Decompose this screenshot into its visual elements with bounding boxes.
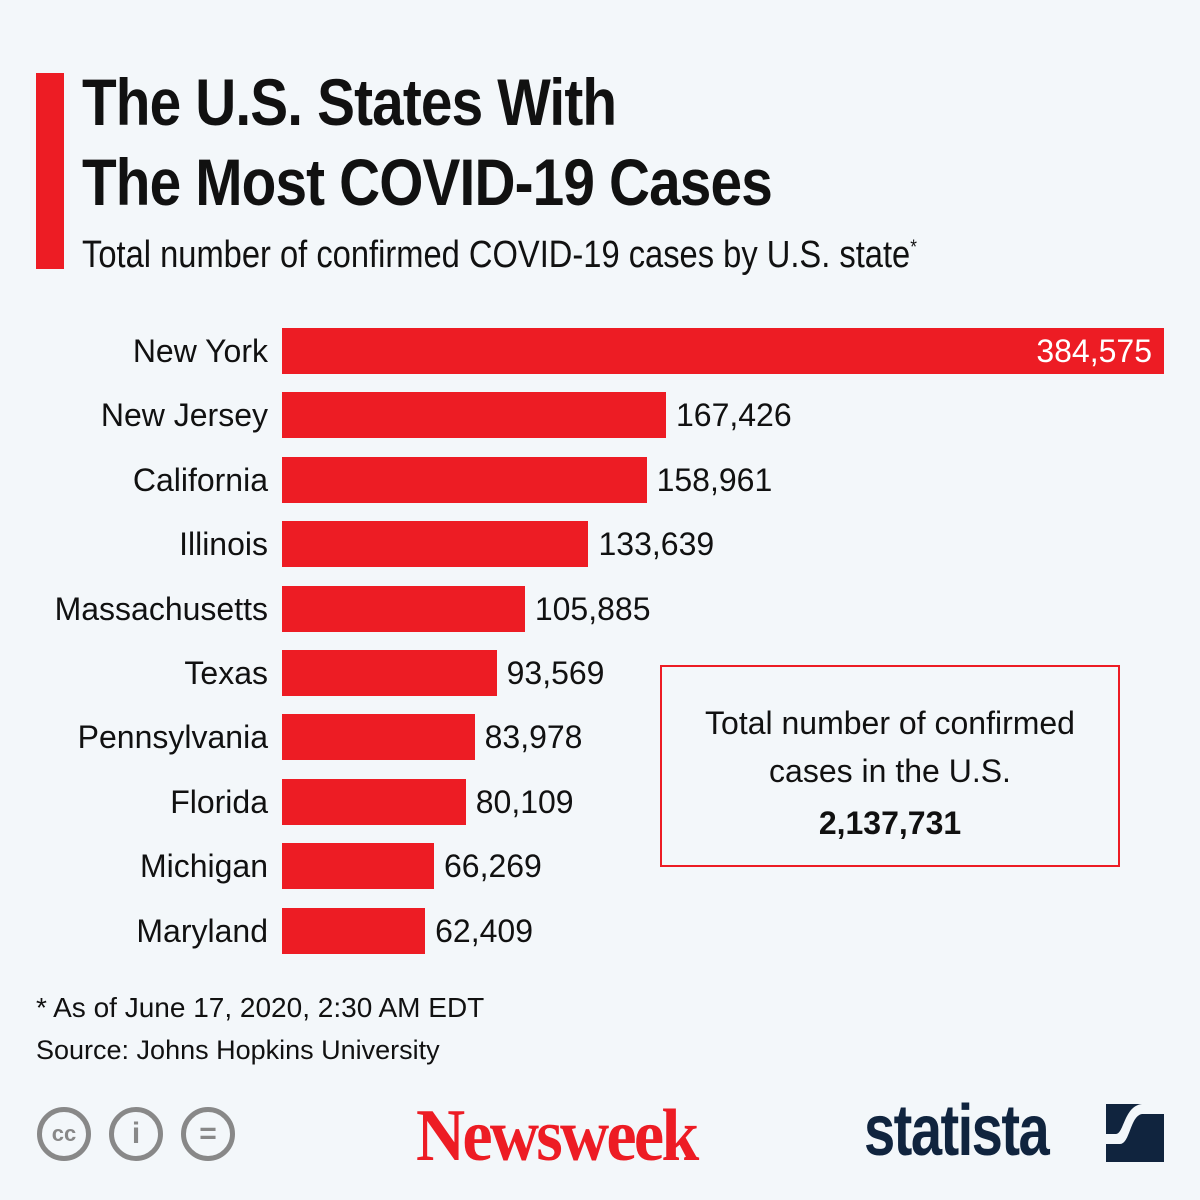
chart-title: The U.S. States With The Most COVID-19 C… <box>82 62 773 222</box>
callout-line-2: cases in the U.S. <box>769 753 1011 789</box>
value-label: 133,639 <box>598 526 715 563</box>
nd-icon: = <box>181 1107 235 1161</box>
cc-icon: cc <box>37 1107 91 1161</box>
bar <box>282 778 466 825</box>
category-label: Michigan <box>139 848 268 885</box>
bar <box>282 714 475 761</box>
by-icon: i <box>109 1107 163 1161</box>
category-label: Texas <box>184 655 268 691</box>
category-label: Maryland <box>136 912 268 949</box>
category-label: Massachusetts <box>54 590 268 627</box>
statista-logo: statista <box>864 1091 1050 1171</box>
bar <box>282 907 426 954</box>
value-label: 105,885 <box>534 590 651 627</box>
category-label: Pennsylvania <box>77 719 268 756</box>
newsweek-logo: Newsweek <box>416 1095 699 1177</box>
bar <box>282 328 1164 374</box>
statista-logo-icon <box>1106 1104 1164 1162</box>
category-label: Illinois <box>179 526 268 563</box>
title-line-2: The Most COVID-19 Cases <box>82 145 773 219</box>
value-label: 158,961 <box>656 461 773 498</box>
category-label: New Jersey <box>100 397 268 434</box>
bar <box>282 585 525 632</box>
title-accent-bar <box>36 73 64 269</box>
source-note: Source: Johns Hopkins University <box>36 1035 440 1065</box>
value-label: 66,269 <box>443 848 542 885</box>
chart-subtitle: Total number of confirmed COVID-19 cases… <box>82 234 917 277</box>
value-label: 83,978 <box>484 719 583 756</box>
subtitle-text: Total number of confirmed COVID-19 cases… <box>82 234 911 276</box>
footnote: * As of June 17, 2020, 2:30 AM EDT <box>36 992 485 1023</box>
value-label: 62,409 <box>435 912 533 949</box>
bar <box>282 521 589 568</box>
value-label: 93,569 <box>506 655 605 691</box>
category-label: Florida <box>170 783 268 820</box>
category-label: California <box>132 461 268 498</box>
category-label: New York <box>132 333 268 369</box>
callout-total-value: 2,137,731 <box>818 805 962 841</box>
total-cases-callout: Total number of confirmed cases in the U.… <box>660 665 1120 867</box>
subtitle-asterisk: * <box>910 236 917 259</box>
value-label: 167,426 <box>675 397 792 434</box>
bar <box>282 843 434 890</box>
title-line-1: The U.S. States With <box>82 65 617 139</box>
bar <box>282 456 647 503</box>
callout-line-1: Total number of confirmed <box>705 705 1075 741</box>
bar <box>282 650 497 696</box>
bar <box>282 392 666 439</box>
value-label: 384,575 <box>1036 333 1152 369</box>
value-label: 80,109 <box>475 783 574 820</box>
